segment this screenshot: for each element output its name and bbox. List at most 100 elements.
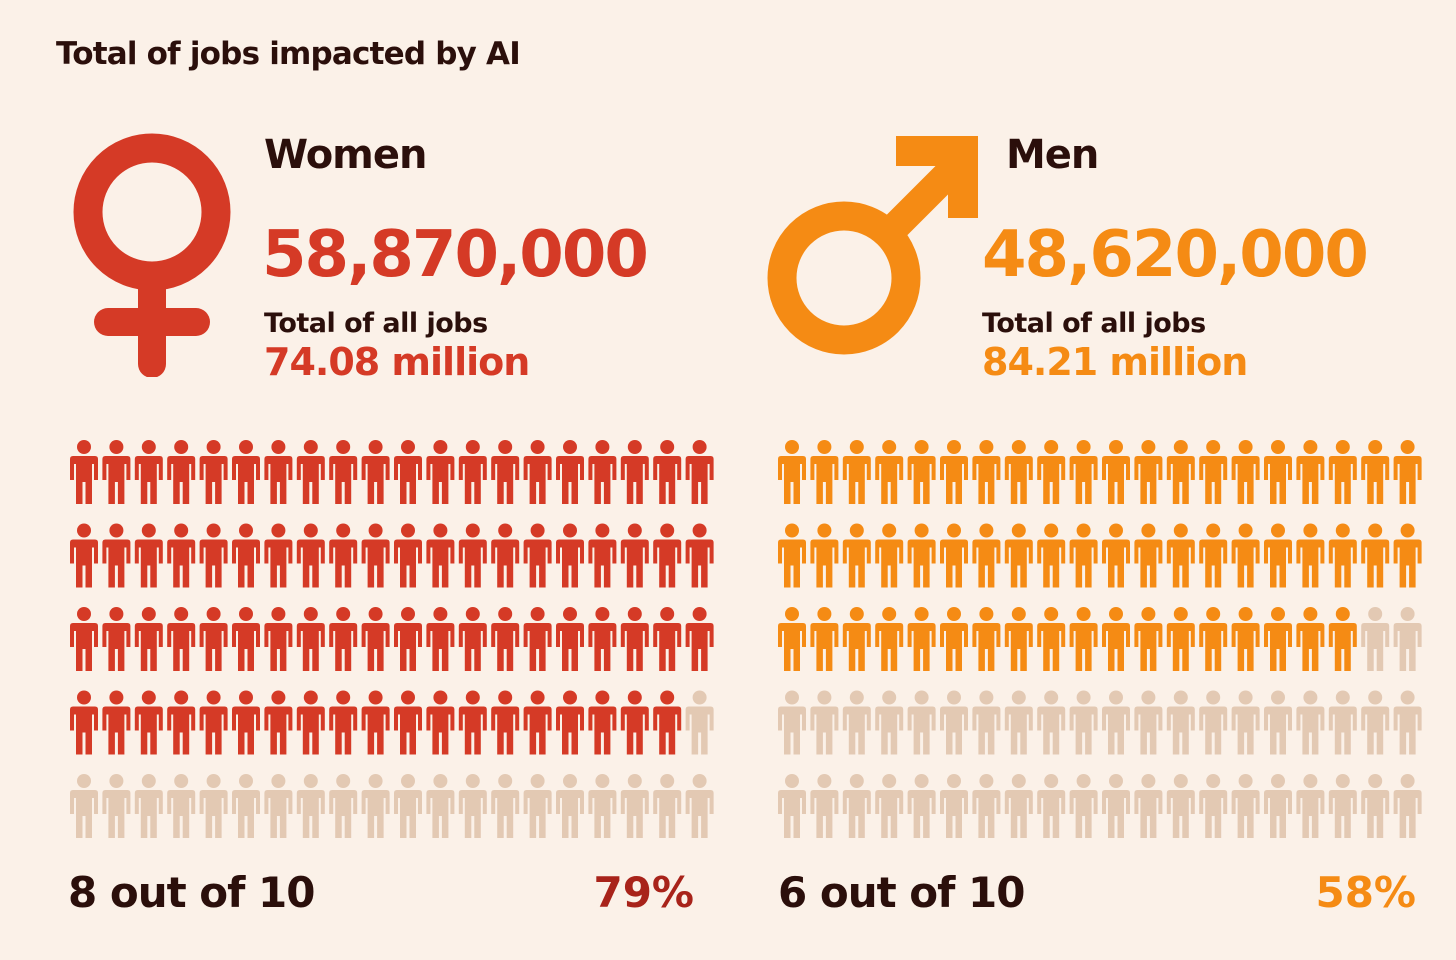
men-person-icon-empty — [1134, 690, 1163, 755]
men-person-icon-empty — [1134, 774, 1163, 838]
women-person-icon-filled — [167, 523, 196, 588]
men-person-icon-filled — [875, 607, 904, 671]
women-person-icon-filled — [523, 440, 552, 504]
men-person-icon-filled — [810, 523, 839, 588]
men-person-icon-filled — [1264, 607, 1292, 671]
women-person-icon-filled — [134, 690, 163, 755]
men-person-icon-empty — [778, 774, 806, 838]
men-person-icon-filled — [1037, 440, 1066, 504]
men-person-icon-filled — [1004, 523, 1033, 588]
women-person-icon-filled — [394, 523, 422, 588]
men-person-icon-filled — [1004, 607, 1033, 671]
men-person-icon-filled — [1069, 523, 1098, 588]
women-person-icon-filled — [70, 523, 98, 588]
men-person-icon-empty — [1393, 690, 1422, 755]
women-person-icon-empty — [329, 774, 358, 838]
men-person-icon-empty — [1004, 774, 1033, 838]
women-person-icon-empty — [458, 774, 487, 838]
men-person-icon-filled — [1361, 440, 1390, 504]
men-person-icon-empty — [1037, 774, 1066, 838]
men-person-icon-filled — [1199, 440, 1228, 504]
men-person-icon-filled — [1231, 440, 1260, 504]
men-person-icon-empty — [842, 690, 871, 755]
women-person-icon-filled — [653, 607, 682, 671]
men-person-icon-empty — [1102, 690, 1130, 755]
men-person-icon-empty — [1037, 690, 1066, 755]
female-symbol-icon — [73, 133, 231, 377]
men-total-caption: Total of all jobs — [982, 308, 1206, 339]
men-person-icon-filled — [1231, 607, 1260, 671]
women-person-icon-empty — [556, 774, 584, 838]
men-person-icon-filled — [1393, 440, 1422, 504]
men-person-icon-empty — [875, 690, 904, 755]
men-person-icon-filled — [907, 440, 936, 504]
men-person-icon-filled — [1393, 523, 1422, 588]
men-total-value: 84.21 million — [982, 340, 1248, 384]
men-person-icon-empty — [1102, 774, 1130, 838]
women-person-icon-filled — [653, 523, 682, 588]
women-person-icon-filled — [70, 690, 98, 755]
women-person-icon-empty — [426, 774, 455, 838]
women-impacted-value: 58,870,000 — [262, 218, 649, 292]
men-person-icon-empty — [1069, 774, 1098, 838]
men-person-icon-filled — [1328, 607, 1357, 671]
men-person-icon-empty — [810, 690, 839, 755]
women-person-icon-filled — [329, 523, 358, 588]
men-person-icon-filled — [972, 607, 1001, 671]
women-person-icon-filled — [232, 523, 260, 588]
women-person-icon-filled — [394, 440, 422, 504]
women-person-icon-filled — [426, 690, 455, 755]
women-person-icon-filled — [296, 523, 325, 588]
women-person-icon-empty — [491, 774, 520, 838]
women-total-caption: Total of all jobs — [264, 308, 488, 339]
women-person-icon-filled — [556, 607, 584, 671]
men-label: Men — [1006, 132, 1099, 178]
men-person-icon-filled — [1328, 523, 1357, 588]
men-person-icon-filled — [1166, 440, 1195, 504]
men-person-icon-filled — [1037, 523, 1066, 588]
men-person-icon-filled — [1231, 523, 1260, 588]
women-person-icon-filled — [491, 690, 520, 755]
women-person-icon-filled — [523, 523, 552, 588]
men-person-icon-filled — [810, 440, 839, 504]
men-person-icon-filled — [1296, 523, 1325, 588]
women-person-icon-empty — [523, 774, 552, 838]
women-person-icon-filled — [70, 440, 98, 504]
women-person-icon-filled — [523, 607, 552, 671]
women-person-icon-filled — [329, 607, 358, 671]
men-person-icon-empty — [1393, 607, 1422, 671]
men-person-icon-empty — [1393, 774, 1422, 838]
women-person-icon-empty — [588, 774, 617, 838]
women-person-icon-filled — [102, 607, 131, 671]
men-person-icon-filled — [1069, 440, 1098, 504]
women-person-icon-filled — [523, 690, 552, 755]
men-person-icon-empty — [1231, 690, 1260, 755]
women-person-icon-filled — [685, 523, 714, 588]
men-person-icon-filled — [1264, 523, 1292, 588]
women-person-icon-filled — [296, 607, 325, 671]
women-person-icon-filled — [102, 440, 131, 504]
women-person-icon-filled — [199, 690, 228, 755]
men-percent-text: 58% — [1315, 868, 1416, 917]
women-person-icon-empty — [296, 774, 325, 838]
women-person-icon-filled — [620, 440, 649, 504]
men-person-icon-filled — [907, 607, 936, 671]
women-person-icon-filled — [588, 523, 617, 588]
women-person-icon-filled — [458, 440, 487, 504]
men-person-icon-filled — [1102, 523, 1130, 588]
women-person-icon-filled — [102, 690, 131, 755]
women-person-icon-filled — [167, 607, 196, 671]
men-person-icon-filled — [907, 523, 936, 588]
men-person-icon-filled — [940, 440, 968, 504]
women-person-icon-filled — [264, 440, 293, 504]
men-impacted-value: 48,620,000 — [982, 218, 1369, 292]
women-person-icon-filled — [232, 690, 260, 755]
men-person-icon-filled — [1004, 440, 1033, 504]
men-person-icon-empty — [1166, 774, 1195, 838]
women-person-icon-filled — [361, 690, 390, 755]
women-person-icon-empty — [361, 774, 390, 838]
women-total-value: 74.08 million — [264, 340, 530, 384]
women-person-icon-filled — [458, 607, 487, 671]
men-person-icon-empty — [875, 774, 904, 838]
women-person-icon-filled — [134, 607, 163, 671]
